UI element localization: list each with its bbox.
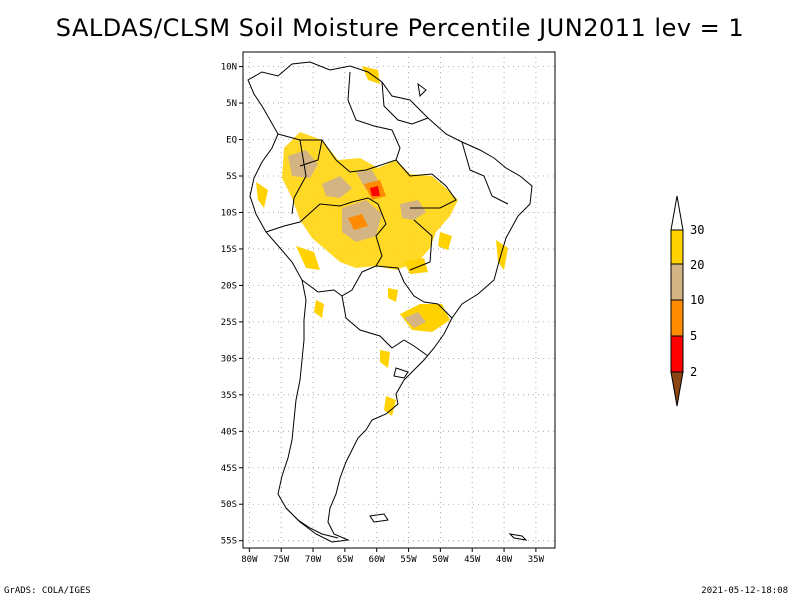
lat-label: 15S	[221, 245, 237, 255]
lon-label: 45W	[464, 555, 481, 565]
lat-label: 25S	[221, 318, 237, 328]
legend-swatch-2-5	[670, 335, 684, 373]
legend-label-5: 5	[690, 329, 697, 343]
lon-label: 65W	[337, 555, 354, 565]
legend-swatch-below-2	[670, 371, 684, 407]
legend-label-10: 10	[690, 293, 704, 307]
lat-label: 20S	[221, 281, 237, 291]
color-legend: 30 20 10 5 2	[670, 195, 704, 407]
lon-label: 55W	[400, 555, 417, 565]
footer-timestamp: 2021-05-12-18:08	[701, 586, 788, 596]
lon-label: 60W	[369, 555, 386, 565]
lon-label: 40W	[496, 555, 513, 565]
legend-label-20: 20	[690, 258, 704, 272]
lon-label: 75W	[273, 555, 290, 565]
lon-label: 50W	[432, 555, 449, 565]
legend-label-2: 2	[690, 365, 697, 379]
lat-label: 35S	[221, 391, 237, 401]
lon-label: 35W	[528, 555, 545, 565]
legend-swatch-5-10	[670, 299, 684, 337]
lat-label: 5N	[226, 99, 237, 109]
legend-swatch-20-30	[670, 229, 684, 265]
footer-credit: GrADS: COLA/IGES	[4, 586, 91, 596]
map-title: SALDAS/CLSM Soil Moisture Percentile JUN…	[55, 14, 745, 42]
lat-label: EQ	[226, 136, 237, 146]
legend-swatch-above-30	[670, 195, 684, 231]
lon-label: 70W	[305, 555, 322, 565]
lat-label: 30S	[221, 354, 237, 364]
shaded-regions	[256, 66, 508, 416]
latitude-labels: 10N 5N EQ 5S 10S 15S 20S 25S 30S 35S 40S 45S 50S 55S	[221, 63, 243, 547]
legend-swatch-10-20	[670, 263, 684, 301]
lon-label: 80W	[241, 555, 258, 565]
lat-label: 5S	[226, 172, 237, 182]
longitude-labels: 80W 75W 70W 65W 60W 55W 50W 45W 40W 35W	[241, 548, 545, 565]
lat-label: 50S	[221, 500, 237, 510]
legend-label-30: 30	[690, 223, 704, 237]
lat-label: 10S	[221, 208, 237, 218]
lat-label: 45S	[221, 464, 237, 474]
map-frame	[242, 51, 556, 549]
lat-label: 55S	[221, 537, 237, 547]
lat-label: 10N	[221, 63, 237, 73]
lat-label: 40S	[221, 427, 237, 437]
coastlines-and-borders	[247, 61, 533, 543]
